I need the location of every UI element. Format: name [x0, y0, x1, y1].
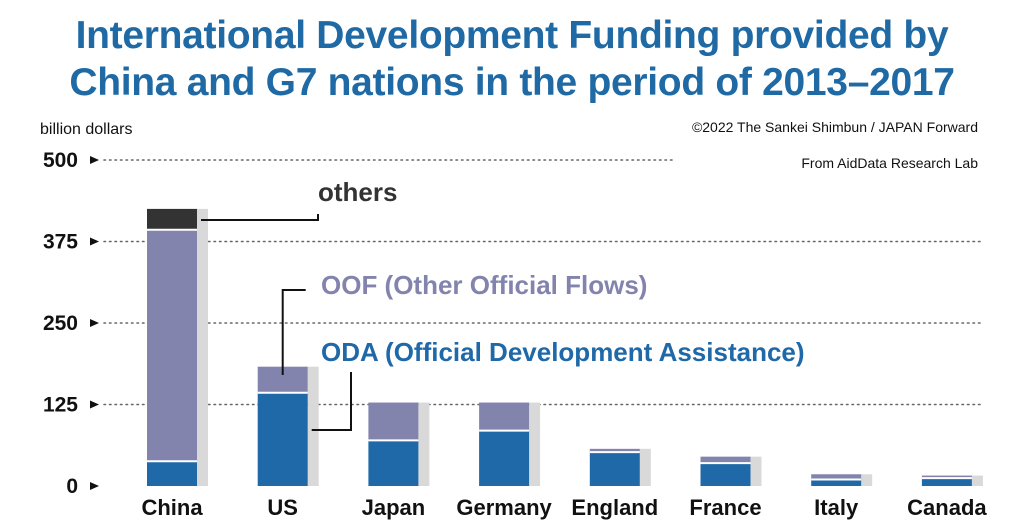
- bar-segment: [147, 461, 197, 486]
- bar-shadow: [971, 475, 983, 486]
- y-tick-arrow: [90, 482, 99, 490]
- y-tick-label: 500: [43, 149, 78, 172]
- bar-shadow: [197, 208, 208, 486]
- bar-shadow: [750, 456, 762, 486]
- bar-segment: [589, 448, 640, 453]
- bar-segment: [700, 463, 751, 486]
- bar-segment: [811, 474, 862, 480]
- y-tick-label: 250: [43, 312, 78, 335]
- y-tick-label: 375: [43, 231, 78, 254]
- bar-segment: [257, 392, 308, 486]
- chart-title: International Development Funding provid…: [0, 12, 1024, 106]
- bar-segment: [368, 402, 419, 441]
- oda-leader-line: [311, 372, 352, 431]
- title-line-1: International Development Funding provid…: [75, 14, 949, 57]
- bar-shadow: [529, 402, 541, 486]
- others-leader-line: [201, 214, 319, 221]
- x-category-label: Canada: [907, 495, 987, 520]
- y-tick-label: 0: [66, 475, 78, 498]
- y-axis-unit-label: billion dollars: [40, 121, 133, 138]
- x-category-label: Japan: [362, 495, 426, 520]
- bar-segment: [700, 456, 751, 464]
- x-category-label: Italy: [814, 495, 859, 520]
- series-annotation: OOF (Other Official Flows): [321, 270, 647, 300]
- bar-segment: [479, 430, 530, 486]
- oof-leader-line: [281, 289, 306, 375]
- bar-shadow: [418, 402, 430, 486]
- bar-shadow: [307, 366, 319, 486]
- x-category-label: France: [689, 495, 761, 520]
- bar-segment: [147, 208, 197, 230]
- bar-segment: [368, 440, 419, 486]
- y-tick-arrow: [90, 156, 99, 164]
- y-tick-arrow: [90, 237, 99, 246]
- data-source: From AidData Research Lab: [801, 155, 978, 171]
- title-line-2: China and G7 nations in the period of 20…: [69, 61, 955, 104]
- bar-segment: [921, 475, 972, 479]
- x-category-label: US: [267, 495, 298, 520]
- bar-shadow: [639, 448, 651, 486]
- x-category-label: Germany: [456, 495, 552, 520]
- series-annotation: others: [318, 177, 397, 207]
- bar-segment: [811, 479, 862, 486]
- y-tick-arrow: [90, 400, 99, 409]
- bar-shadow: [861, 474, 873, 486]
- bar-segment: [147, 229, 197, 462]
- copyright-credit: ©2022 The Sankei Shimbun / JAPAN Forward: [691, 119, 978, 135]
- bar-segment: [589, 452, 640, 486]
- y-tick-label: 125: [43, 394, 78, 417]
- x-category-label: China: [141, 495, 203, 520]
- y-tick-arrow: [90, 319, 99, 327]
- x-category-label: England: [571, 495, 658, 520]
- series-annotation: ODA (Official Development Assistance): [321, 337, 805, 367]
- bar-segment: [479, 402, 530, 431]
- bar-segment: [921, 478, 972, 486]
